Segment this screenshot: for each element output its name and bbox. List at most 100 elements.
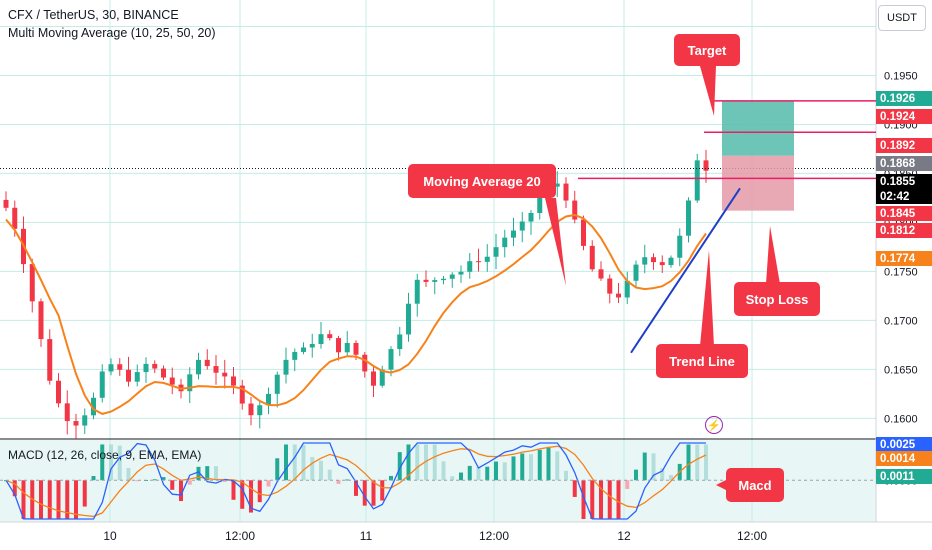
candle-body [581,219,586,246]
x-tick-label: 11 [360,529,373,543]
y-tick-label: 0.1650 [884,364,918,376]
candle-body [169,377,175,385]
candle-body [336,338,341,353]
macd-histogram-bar [161,477,166,481]
macd-histogram-bar [354,480,358,496]
ma20-line [5,213,707,415]
candle-body [344,342,350,353]
indicator-label: Multi Moving Average (10, 25, 50, 20) [8,26,216,40]
macd-histogram-bar [135,480,140,482]
macd-signal-line [5,445,707,518]
moving-average-pointer [545,198,566,286]
candle-body [266,393,271,406]
symbol-title: CFX / TetherUS, 30, BINANCE [8,8,179,22]
macd-histogram-bar [310,456,315,481]
macd-histogram-bar [625,480,630,489]
y-tick-label: 0.1700 [884,315,918,327]
candle-body [572,200,578,220]
candle-body [406,303,411,335]
macd-histogram-bar [397,452,402,481]
candle-body [616,293,621,298]
candle-body [38,301,44,340]
macd-tag-signal: 0.0014 [876,451,932,466]
candle-body [633,264,639,281]
candle-body [563,183,569,201]
candle-body [161,368,166,378]
candle-body [703,160,709,171]
macd-histogram-bar [415,444,420,481]
candle-body [248,403,254,416]
macd-histogram-bar [686,444,691,481]
currency-button[interactable]: USDT [878,5,926,31]
macd-histogram-bar [590,480,595,520]
candle-body [327,334,333,339]
macd-histogram-bar [537,449,542,481]
macd-histogram-bar [117,445,122,481]
candle-body [449,274,455,279]
macd-histogram-bar [214,466,218,481]
y-tick-label: 0.1950 [884,70,918,82]
macd-histogram-bar [126,467,131,481]
x-tick-label: 12 [617,529,631,543]
candle-body [589,245,595,270]
candle-body [414,279,420,304]
candle-body [196,359,201,375]
candle-body [362,354,368,372]
macd-histogram-bar [205,466,210,481]
candle-body [108,364,114,372]
candle-body [519,221,525,231]
candle-body [677,235,683,258]
candle-body [353,342,359,355]
candle-body [91,397,96,416]
candle-body [47,339,53,381]
candle-body [292,351,298,360]
candle-body [126,369,131,382]
macd-histogram-bar [336,480,341,484]
candle-body [651,257,656,263]
stop-loss-pointer [766,226,780,284]
macd-histogram-bar [572,480,577,497]
macd-histogram-bar [520,453,525,481]
macd-histogram-bar [74,480,78,520]
macd-histogram-bar [47,480,52,520]
candle-body [423,279,429,282]
macd-histogram-bar [704,444,708,481]
macd-pointer [716,480,726,490]
x-tick-label: 10 [103,529,117,543]
candle-body [152,363,158,369]
candle-body [642,257,648,265]
macd-histogram-bar [292,444,297,481]
macd-histogram-bar [39,480,43,520]
macd-histogram-bar [546,446,551,481]
lightning-icon[interactable]: ⚡ [705,416,723,434]
macd-histogram-bar [240,480,245,509]
macd-histogram-bar [327,469,332,481]
price-tag-target-zone: 0.1926 [876,91,932,106]
candle-body [143,363,149,373]
moving-average-callout: Moving Average 20 [408,164,556,198]
macd-histogram-bar [231,480,236,500]
target-pointer [700,66,716,116]
trend-line-callout: Trend Line [656,344,748,378]
macd-histogram-bar [406,444,411,481]
candle-body [467,261,473,272]
price-tag-stop: 0.1812 [876,223,932,238]
macd-histogram-bar [345,479,350,481]
macd-histogram-bar [362,480,367,506]
macd-histogram-bar [319,460,323,481]
macd-tag-line: 0.0025 [876,437,932,452]
candle-body [99,371,105,398]
macd-histogram-bar [642,452,647,481]
candle-body [607,278,613,294]
candle-body [64,403,70,422]
macd-histogram-bar [476,467,481,481]
candle-body [283,359,289,375]
macd-histogram-bar [607,480,612,520]
macd-histogram-bar [389,475,393,481]
macd-histogram-bar [179,480,183,502]
target-zone [722,100,794,156]
trend-line-pointer [700,250,714,346]
candle-body [82,415,88,426]
candle-body [301,347,306,352]
